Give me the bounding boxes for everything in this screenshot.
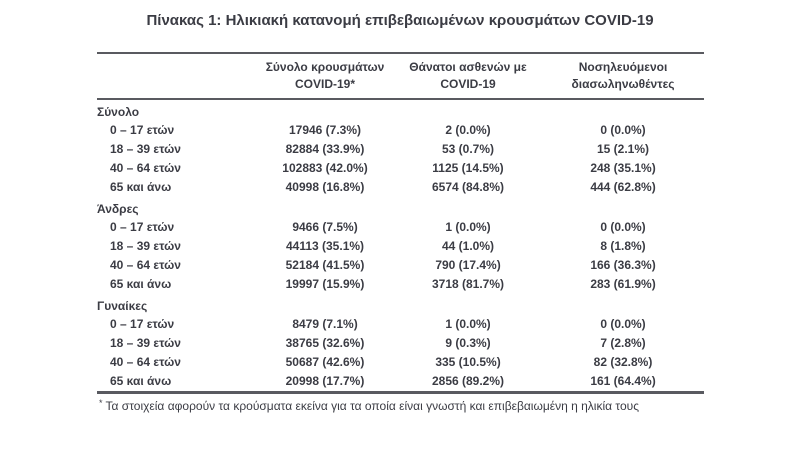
- table-row: 0 – 17 ετών 17946 (7.3%) 2 (0.0%) 0 (0.0%): [97, 121, 704, 140]
- cell-value: 790 (17.4%): [435, 258, 501, 272]
- cell-value: 283 (61.9%): [590, 277, 656, 291]
- table-body: Σύνολο 0 – 17 ετών 17946 (7.3%) 2 (0.0%) 0 (…: [97, 100, 704, 391]
- cell-value: 82 (32.8%): [593, 355, 653, 369]
- row-label: 0 – 17 ετών: [110, 123, 175, 137]
- table-row: 18 – 39 ετών 44113 (35.1%) 44 (1.0%) 8 (1.8…: [97, 237, 704, 256]
- cell-value: 0 (0.0%): [600, 123, 646, 137]
- table-row: 40 – 64 ετών 50687 (42.6%) 335 (10.5%) 82 (…: [97, 353, 704, 372]
- column-header-deaths: Θάνατοι ασθενών με COVID-19: [394, 59, 542, 93]
- row-label: 40 – 64 ετών: [110, 355, 181, 369]
- table-row: 0 – 17 ετών 8479 (7.1%) 1 (0.0%) 0 (0.0%): [97, 315, 704, 334]
- cell-value: 335 (10.5%): [435, 355, 501, 369]
- column-header-total-cases: Σύνολο κρουσμάτων COVID-19*: [256, 59, 394, 93]
- cell-value: 2 (0.0%): [445, 123, 491, 137]
- cell-value: 50687 (42.6%): [285, 355, 365, 369]
- table-bottom-rule: [97, 391, 704, 394]
- table-row: 65 και άνω 19997 (15.9%) 3718 (81.7%) 283 (…: [97, 275, 704, 294]
- cell-value: 44113 (35.1%): [285, 239, 365, 253]
- row-label: 65 και άνω: [110, 277, 172, 291]
- cell-value: 38765 (32.6%): [285, 336, 365, 350]
- cell-value: 53 (0.7%): [441, 142, 495, 156]
- row-label: 65 και άνω: [110, 374, 172, 388]
- cell-value: 0 (0.0%): [600, 317, 646, 331]
- column-header-line2: διασωληνωθέντες: [571, 77, 675, 91]
- table-header-row: Σύνολο κρουσμάτων COVID-19* Θάνατοι ασθε…: [97, 54, 704, 98]
- section-header: Σύνολο: [97, 105, 140, 119]
- cell-value: 8 (1.8%): [600, 239, 646, 253]
- column-header-intubated: Νοσηλευόμενοι διασωληνωθέντες: [542, 59, 704, 93]
- table-row: 65 και άνω 40998 (16.8%) 6574 (84.8%) 444 (…: [97, 178, 704, 197]
- cell-value: 9 (0.3%): [445, 336, 491, 350]
- table-row: 40 – 64 ετών 102883 (42.0%) 1125 (14.5%) 24…: [97, 159, 704, 178]
- cell-value: 8479 (7.1%): [292, 317, 358, 331]
- row-label: 0 – 17 ετών: [110, 317, 175, 331]
- table-header-rule: [97, 98, 704, 100]
- cell-value: 2856 (89.2%): [431, 374, 505, 388]
- table-row: 40 – 64 ετών 52184 (41.5%) 790 (17.4%) 166 …: [97, 256, 704, 275]
- row-label: 18 – 39 ετών: [110, 239, 181, 253]
- covid-age-table: Σύνολο κρουσμάτων COVID-19* Θάνατοι ασθε…: [97, 52, 704, 394]
- cell-value: 9466 (7.5%): [292, 220, 358, 234]
- cell-value: 17946 (7.3%): [288, 123, 362, 137]
- page: Πίνακας 1: Ηλικιακή κατανομή επιβεβαιωμέ…: [0, 11, 800, 415]
- footnote: * Τα στοιχεία αφορούν τα κρούσματα εκείνα…: [99, 398, 800, 415]
- row-label: 40 – 64 ετών: [110, 258, 181, 272]
- row-label: 18 – 39 ετών: [110, 142, 181, 156]
- footnote-asterisk: *: [99, 398, 103, 408]
- cell-value: 82884 (33.9%): [285, 142, 365, 156]
- cell-value: 1 (0.0%): [445, 317, 491, 331]
- cell-value: 1125 (14.5%): [432, 161, 504, 175]
- column-header-line1: Σύνολο κρουσμάτων: [265, 60, 385, 74]
- cell-value: 44 (1.0%): [441, 239, 495, 253]
- cell-value: 248 (35.1%): [590, 161, 656, 175]
- cell-value: 19997 (15.9%): [285, 277, 365, 291]
- cell-value: 15 (2.1%): [596, 142, 650, 156]
- table-row: 18 – 39 ετών 82884 (33.9%) 53 (0.7%) 15 (2.…: [97, 140, 704, 159]
- cell-value: 20998 (17.7%): [285, 374, 365, 388]
- table-top-rule: [97, 52, 704, 54]
- cell-value: 444 (62.8%): [590, 180, 656, 194]
- cell-value: 40998 (16.8%): [285, 180, 365, 194]
- row-label: 65 και άνω: [110, 180, 172, 194]
- cell-value: 102883 (42.0%): [282, 161, 368, 175]
- row-label: 40 – 64 ετών: [110, 161, 181, 175]
- cell-value: 1 (0.0%): [445, 220, 491, 234]
- cell-value: 161 (64.4%): [590, 374, 656, 388]
- cell-value: 166 (36.3%): [590, 258, 656, 272]
- column-header-line2: COVID-19: [440, 77, 496, 91]
- cell-value: 52184 (41.5%): [285, 258, 365, 272]
- row-label: 18 – 39 ετών: [110, 336, 181, 350]
- cell-value: 0 (0.0%): [600, 220, 646, 234]
- section-header: Γυναίκες: [97, 299, 148, 313]
- row-label: 0 – 17 ετών: [110, 220, 175, 234]
- column-header-line2: COVID-19*: [294, 77, 356, 91]
- table-row: 0 – 17 ετών 9466 (7.5%) 1 (0.0%) 0 (0.0%): [97, 218, 704, 237]
- cell-value: 6574 (84.8%): [431, 180, 505, 194]
- footnote-text: Τα στοιχεία αφορούν τα κρούσματα εκείνα …: [105, 399, 639, 413]
- cell-value: 3718 (81.7%): [431, 277, 505, 291]
- column-header-line1: Θάνατοι ασθενών με: [409, 60, 527, 74]
- table-title: Πίνακας 1: Ηλικιακή κατανομή επιβεβαιωμέ…: [146, 12, 654, 29]
- table-row: 65 και άνω 20998 (17.7%) 2856 (89.2%) 161 (…: [97, 372, 704, 391]
- table-row: 18 – 39 ετών 38765 (32.6%) 9 (0.3%) 7 (2.8%…: [97, 334, 704, 353]
- cell-value: 7 (2.8%): [600, 336, 646, 350]
- column-header-line1: Νοσηλευόμενοι: [578, 60, 668, 74]
- section-header: Άνδρες: [97, 202, 139, 216]
